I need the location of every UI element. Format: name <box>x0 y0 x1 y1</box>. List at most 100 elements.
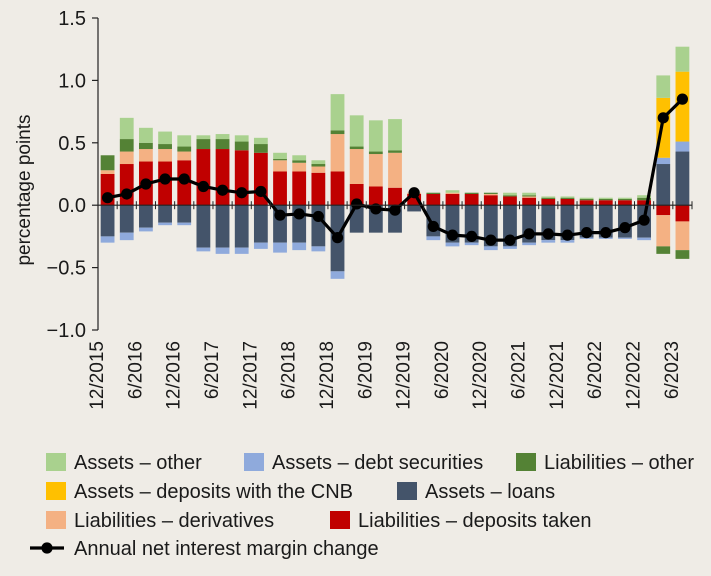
x-tick-label: 6/2022 <box>585 341 606 399</box>
bar-liabilities-other <box>618 198 632 201</box>
bar-assets-other <box>349 115 364 147</box>
bar-assets-debt-securities <box>675 141 690 152</box>
legend-label: Annual net interest margin change <box>74 538 379 560</box>
line-point <box>561 229 574 241</box>
bar-liabilities-derivatives <box>119 151 134 165</box>
bar-assets-debt-securities <box>445 242 460 247</box>
bar-assets-debt-securities <box>656 157 671 165</box>
x-tick-label: 6/2021 <box>509 341 530 399</box>
bar-assets-other <box>292 155 307 161</box>
line-point <box>331 232 344 244</box>
bar-assets-other <box>598 197 613 199</box>
line-point <box>427 220 439 233</box>
x-tick-label: 12/2020 <box>470 341 491 410</box>
bar-assets-debt-securities <box>273 242 287 253</box>
legend-item-annual-net-interest-margin-change: Annual net interest margin change <box>30 538 379 560</box>
bar-assets-debt-securities <box>215 247 230 254</box>
bar-assets-loans <box>139 205 153 228</box>
bar-liabilities-deposits-taken <box>196 149 211 206</box>
bar-assets-debt-securities <box>541 240 556 243</box>
bar-assets-other <box>637 195 651 198</box>
legend-point-marker <box>41 542 53 554</box>
margin-line <box>101 93 689 246</box>
bar-liabilities-deposits-taken <box>541 198 556 206</box>
bar-assets-loans <box>215 205 230 248</box>
bar-liabilities-other <box>158 144 172 150</box>
legend-swatch <box>330 511 350 529</box>
bar-assets-debt-securities <box>579 237 594 239</box>
legend-swatch <box>46 453 66 471</box>
bar-assets-debt-securities <box>158 222 172 226</box>
y-tick-label: 0.0 <box>58 195 86 217</box>
bar-assets-debt-securities <box>503 246 517 249</box>
bar-assets-debt-securities <box>560 240 575 243</box>
bar-liabilities-other <box>119 139 134 152</box>
bar-assets-debt-securities <box>426 236 441 241</box>
y-tick-label: 1.5 <box>58 8 86 30</box>
bar-liabilities-deposits-taken <box>311 172 326 206</box>
bars <box>100 46 690 279</box>
legend-label: Liabilities – derivatives <box>74 510 274 532</box>
line-point <box>236 187 248 199</box>
bar-liabilities-derivatives <box>522 196 537 198</box>
bar-assets-loans <box>119 205 134 233</box>
bar-liabilities-derivatives <box>273 160 287 172</box>
x-tick-label: 6/2020 <box>432 341 453 399</box>
line-point <box>446 229 459 241</box>
bar-assets-other <box>579 197 594 199</box>
bar-liabilities-other <box>196 139 211 150</box>
bar-liabilities-other <box>292 160 307 163</box>
bar-assets-loans <box>196 205 211 248</box>
bar-assets-debt-securities <box>330 271 345 279</box>
bar-liabilities-other <box>656 246 671 254</box>
bar-assets-other <box>139 127 153 143</box>
bar-liabilities-deposits-taken <box>464 193 479 206</box>
bar-assets-other <box>234 135 249 142</box>
bar-assets-other <box>158 131 172 145</box>
bar-assets-debt-securities <box>253 242 268 249</box>
x-tick-label: 6/2018 <box>279 341 300 399</box>
bar-assets-other <box>656 75 671 98</box>
bar-liabilities-deposits-taken <box>637 200 651 206</box>
legend-swatch <box>397 482 417 500</box>
bar-assets-debt-securities <box>522 242 537 246</box>
line-point <box>101 192 114 204</box>
bar-assets-other <box>503 192 517 196</box>
bar-liabilities-other <box>579 198 594 201</box>
x-tick-label: 12/2019 <box>394 341 415 410</box>
legend-item-liabilities-derivatives: Liabilities – derivatives <box>46 510 274 532</box>
bar-liabilities-other <box>388 150 402 153</box>
bar-assets-other <box>541 196 556 198</box>
legend-item-assets-deposits-with-the-cnb: Assets – deposits with the CNB <box>46 481 353 503</box>
bar-liabilities-other <box>311 164 326 167</box>
bar-liabilities-derivatives <box>292 162 307 172</box>
bar-liabilities-deposits-taken <box>522 197 537 206</box>
bar-liabilities-derivatives <box>330 134 345 172</box>
bar-liabilities-other <box>349 146 364 150</box>
bar-assets-loans <box>177 205 192 223</box>
line-point <box>466 230 478 242</box>
y-tick-label: −1.0 <box>47 320 86 342</box>
legend-label: Liabilities – deposits taken <box>358 510 591 532</box>
bar-assets-other <box>618 197 632 199</box>
bar-assets-loans <box>100 205 115 237</box>
bar-assets-loans <box>158 205 172 223</box>
bar-assets-other <box>215 134 230 140</box>
bar-liabilities-deposits-taken <box>407 193 422 206</box>
bar-liabilities-other <box>541 197 556 199</box>
bar-assets-loans <box>253 205 268 243</box>
bar-liabilities-derivatives <box>311 166 326 173</box>
legend-item-assets-debt-securities: Assets – debt securities <box>244 452 483 474</box>
line-point <box>293 208 305 220</box>
x-tick-label: 12/2015 <box>87 341 108 410</box>
bar-assets-other <box>560 196 575 198</box>
line-point <box>140 178 152 190</box>
legend-swatch <box>516 453 536 471</box>
y-tick-label: −0.5 <box>47 258 86 280</box>
line-point <box>121 188 133 200</box>
bar-liabilities-derivatives <box>445 192 460 194</box>
y-tick-label: 0.5 <box>58 133 86 155</box>
bar-assets-loans <box>656 164 671 206</box>
bar-liabilities-deposits-taken <box>503 196 517 206</box>
